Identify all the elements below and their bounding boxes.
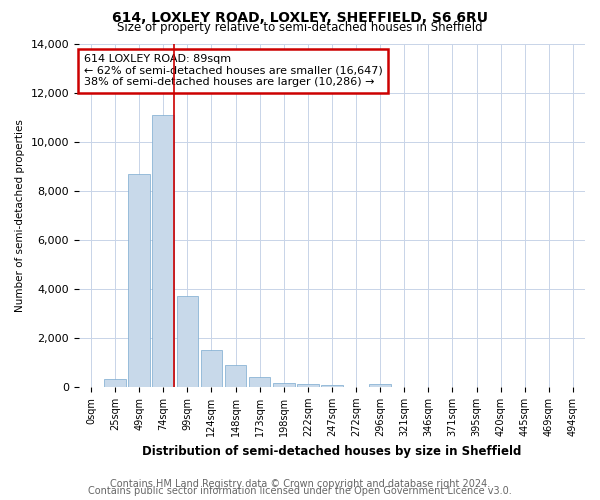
Bar — [321, 385, 343, 387]
Text: Contains HM Land Registry data © Crown copyright and database right 2024.: Contains HM Land Registry data © Crown c… — [110, 479, 490, 489]
Text: 614, LOXLEY ROAD, LOXLEY, SHEFFIELD, S6 6RU: 614, LOXLEY ROAD, LOXLEY, SHEFFIELD, S6 … — [112, 11, 488, 25]
Bar — [176, 296, 198, 387]
Bar — [104, 379, 126, 387]
Text: 614 LOXLEY ROAD: 89sqm
← 62% of semi-detached houses are smaller (16,647)
38% of: 614 LOXLEY ROAD: 89sqm ← 62% of semi-det… — [84, 54, 383, 88]
Bar — [370, 384, 391, 387]
Bar — [297, 384, 319, 387]
Bar — [200, 350, 222, 387]
Bar — [273, 382, 295, 387]
Bar — [152, 115, 174, 387]
Text: Size of property relative to semi-detached houses in Sheffield: Size of property relative to semi-detach… — [117, 21, 483, 34]
Text: Contains public sector information licensed under the Open Government Licence v3: Contains public sector information licen… — [88, 486, 512, 496]
X-axis label: Distribution of semi-detached houses by size in Sheffield: Distribution of semi-detached houses by … — [142, 444, 521, 458]
Y-axis label: Number of semi-detached properties: Number of semi-detached properties — [15, 119, 25, 312]
Bar — [249, 376, 271, 387]
Bar — [128, 174, 150, 387]
Bar — [225, 365, 247, 387]
